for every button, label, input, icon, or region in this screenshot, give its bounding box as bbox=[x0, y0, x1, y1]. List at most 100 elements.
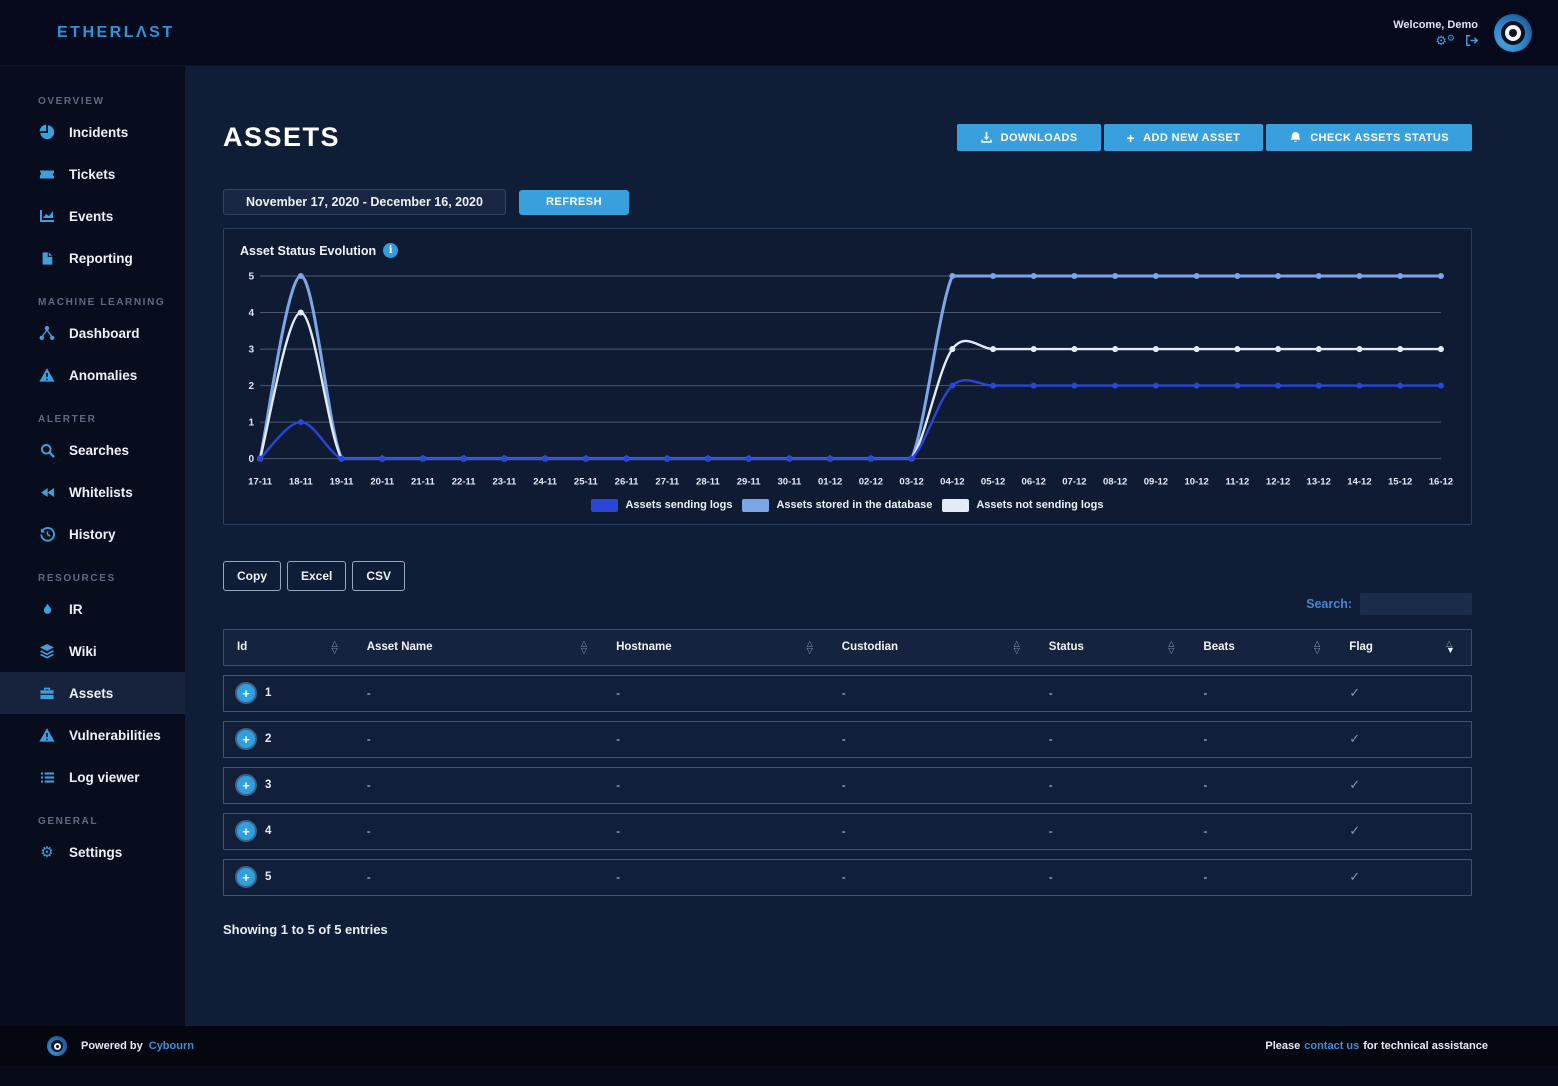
sidebar-item-label: Assets bbox=[69, 685, 114, 701]
flag-check-icon: ✓ bbox=[1349, 869, 1361, 885]
contact-us-link[interactable]: contact us bbox=[1304, 1040, 1360, 1052]
column-header-beats[interactable]: Beats △ ▽ bbox=[1190, 630, 1336, 665]
column-header-custodian[interactable]: Custodian △ ▽ bbox=[829, 630, 1036, 665]
sidebar-item-whitelists[interactable]: Whitelists bbox=[0, 471, 185, 513]
refresh-button[interactable]: REFRESH bbox=[518, 189, 630, 215]
cell-status: - bbox=[1048, 824, 1053, 839]
date-range-text: November 17, 2020 - December 16, 2020 bbox=[246, 195, 483, 209]
downloads-button[interactable]: DOWNLOADS bbox=[956, 124, 1101, 151]
cybourn-link[interactable]: Cybourn bbox=[148, 1040, 194, 1052]
sidebar-item-incidents[interactable]: Incidents bbox=[0, 111, 185, 153]
sidebar-item-wiki[interactable]: Wiki bbox=[0, 630, 185, 672]
sidebar-item-history[interactable]: History bbox=[0, 513, 185, 555]
sidebar-section-overview: OVERVIEW bbox=[38, 96, 105, 107]
legend-item-assets-not-sending-logs[interactable]: Assets not sending logs bbox=[942, 498, 1104, 512]
cell-custodian: - bbox=[841, 686, 846, 701]
topbar: ETHERLΛST Welcome, Demo ⚙⚙ bbox=[0, 0, 1558, 66]
svg-text:20-11: 20-11 bbox=[370, 477, 395, 488]
svg-text:27-11: 27-11 bbox=[655, 477, 680, 488]
sidebar-item-ir[interactable]: IR bbox=[0, 588, 185, 630]
legend-item-assets-stored-in-the-database[interactable]: Assets stored in the database bbox=[742, 498, 932, 512]
expand-row-button[interactable]: + bbox=[237, 730, 255, 749]
legend-swatch bbox=[742, 498, 770, 512]
cell-status: - bbox=[1048, 686, 1053, 701]
sidebar-item-assets[interactable]: Assets bbox=[0, 672, 185, 714]
header-buttons: DOWNLOADS + ADD NEW ASSET CHECK ASSETS STAT… bbox=[956, 124, 1472, 151]
sidebar-item-vulnerabilities[interactable]: Vulnerabilities bbox=[0, 714, 185, 756]
legend-item-assets-sending-logs[interactable]: Assets sending logs bbox=[591, 498, 732, 512]
cell-asset_name: - bbox=[366, 732, 371, 747]
sidebar-item-searches[interactable]: Searches bbox=[0, 429, 185, 471]
expand-row-button[interactable]: + bbox=[237, 868, 255, 887]
svg-text:21-11: 21-11 bbox=[411, 477, 436, 488]
column-header-id[interactable]: Id △ ▽ bbox=[224, 630, 354, 665]
sort-icon: △ ▼ bbox=[1446, 639, 1455, 656]
flag-check-icon: ✓ bbox=[1349, 731, 1361, 747]
csv-button[interactable]: CSV bbox=[352, 560, 406, 591]
svg-text:5: 5 bbox=[248, 272, 254, 283]
sidebar-item-reporting[interactable]: Reporting bbox=[0, 237, 185, 279]
excel-button[interactable]: Excel bbox=[287, 560, 347, 591]
svg-text:23-11: 23-11 bbox=[492, 477, 517, 488]
expand-row-button[interactable]: + bbox=[237, 776, 255, 795]
bell-icon bbox=[1289, 131, 1302, 144]
row-id: 3 bbox=[265, 779, 272, 792]
row-id: 4 bbox=[265, 825, 272, 838]
logout-icon[interactable] bbox=[1465, 34, 1478, 47]
add-new-asset-button[interactable]: + ADD NEW ASSET bbox=[1103, 124, 1264, 151]
cell-beats: - bbox=[1203, 732, 1208, 747]
svg-text:24-11: 24-11 bbox=[533, 477, 558, 488]
briefcase-icon bbox=[38, 686, 56, 701]
info-icon[interactable]: i bbox=[383, 243, 399, 258]
download-icon bbox=[980, 131, 993, 144]
copy-button[interactable]: Copy bbox=[223, 560, 281, 591]
check-assets-status-button[interactable]: CHECK ASSETS STATUS bbox=[1266, 124, 1472, 151]
history-icon bbox=[38, 526, 56, 542]
sidebar-item-anomalies[interactable]: Anomalies bbox=[0, 354, 185, 396]
sidebar-item-log-viewer[interactable]: Log viewer bbox=[0, 756, 185, 798]
list-icon bbox=[38, 770, 56, 785]
svg-text:14-12: 14-12 bbox=[1347, 477, 1371, 488]
button-label: DOWNLOADS bbox=[1000, 131, 1078, 144]
column-header-flag[interactable]: Flag △ ▼ bbox=[1336, 630, 1471, 665]
footer: Powered by Cybourn Please contact us for… bbox=[0, 1026, 1558, 1066]
sort-icon: △ ▽ bbox=[580, 639, 588, 656]
layers-icon bbox=[38, 643, 56, 659]
sidebar-item-tickets[interactable]: Tickets bbox=[0, 153, 185, 195]
assist-prefix: Please bbox=[1265, 1040, 1301, 1052]
toolbar: November 17, 2020 - December 16, 2020 RE… bbox=[223, 189, 1472, 215]
svg-text:0: 0 bbox=[248, 454, 254, 465]
gears-icon[interactable]: ⚙⚙ bbox=[1435, 32, 1455, 48]
column-header-hostname[interactable]: Hostname △ ▽ bbox=[603, 630, 829, 665]
column-label: Hostname bbox=[616, 641, 672, 654]
sidebar-item-dashboard[interactable]: Dashboard bbox=[0, 312, 185, 354]
expand-row-button[interactable]: + bbox=[237, 684, 255, 703]
cell-custodian: - bbox=[841, 870, 846, 885]
cell-custodian: - bbox=[841, 778, 846, 793]
date-range-picker[interactable]: November 17, 2020 - December 16, 2020 bbox=[223, 189, 506, 215]
column-label: Asset Name bbox=[366, 641, 433, 654]
chart-title: Asset Status Evolution bbox=[240, 243, 377, 258]
svg-text:11-12: 11-12 bbox=[1225, 477, 1249, 488]
column-header-asset-name[interactable]: Asset Name △ ▽ bbox=[354, 630, 603, 665]
column-header-status[interactable]: Status △ ▽ bbox=[1036, 630, 1191, 665]
powered-by-text: Powered by bbox=[81, 1040, 143, 1052]
svg-text:03-12: 03-12 bbox=[899, 477, 923, 488]
svg-text:06-12: 06-12 bbox=[1022, 477, 1046, 488]
etherlast-logo[interactable]: ETHERLΛST bbox=[57, 23, 175, 41]
sidebar-section-alerter: ALERTER bbox=[38, 414, 97, 425]
svg-text:08-12: 08-12 bbox=[1103, 477, 1127, 488]
cell-hostname: - bbox=[616, 778, 621, 793]
search-label: Search: bbox=[1306, 596, 1352, 611]
expand-row-button[interactable]: + bbox=[237, 822, 255, 841]
cell-status: - bbox=[1048, 732, 1053, 747]
sidebar-item-settings[interactable]: ⚙ Settings bbox=[0, 831, 185, 873]
footer-left: Powered by Cybourn bbox=[47, 1036, 194, 1056]
sidebar-item-events[interactable]: Events bbox=[0, 195, 185, 237]
svg-text:25-11: 25-11 bbox=[574, 477, 599, 488]
search-input[interactable] bbox=[1360, 592, 1472, 615]
cybourn-logo-icon bbox=[47, 1036, 67, 1056]
cell-beats: - bbox=[1203, 824, 1208, 839]
cell-asset_name: - bbox=[366, 824, 371, 839]
avatar[interactable] bbox=[1494, 13, 1532, 52]
